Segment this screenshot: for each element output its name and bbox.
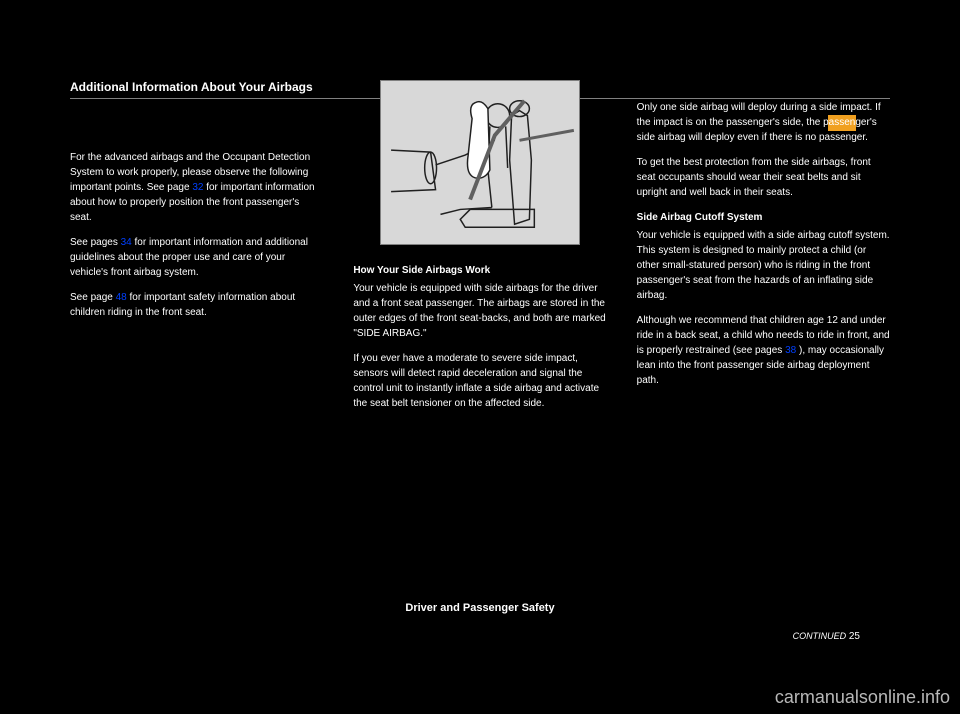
text: See page — [70, 292, 116, 303]
paragraph: Although we recommend that children age … — [637, 313, 890, 388]
paragraph: Your vehicle is equipped with side airba… — [353, 281, 606, 341]
page-link[interactable]: 32 — [192, 182, 203, 193]
text: See pages — [70, 237, 121, 248]
page-number: 25 — [849, 631, 860, 642]
airbag-diagram-svg — [381, 81, 579, 244]
column-2: How Your Side Airbags Work Your vehicle … — [353, 80, 606, 640]
continued-label: CONTINUED — [793, 631, 847, 641]
column-1: For the advanced airbags and the Occupan… — [70, 80, 323, 640]
paragraph: To get the best protection from the side… — [637, 155, 890, 200]
page-link[interactable]: 48 — [116, 292, 127, 303]
side-airbag-illustration — [380, 80, 580, 245]
watermark: carmanualsonline.info — [775, 687, 950, 708]
page-link[interactable]: 38 — [785, 345, 796, 356]
paragraph: Only one side airbag will deploy during … — [637, 100, 890, 145]
page-link[interactable]: 34 — [121, 237, 132, 248]
paragraph: See pages 34 for important information a… — [70, 235, 323, 280]
column-3: Only one side airbag will deploy during … — [637, 80, 890, 640]
paragraph: Your vehicle is equipped with a side air… — [637, 228, 890, 303]
subheading: Side Airbag Cutoff System — [637, 210, 890, 225]
paragraph: For the advanced airbags and the Occupan… — [70, 150, 323, 225]
subheading: How Your Side Airbags Work — [353, 263, 606, 278]
page-content: For the advanced airbags and the Occupan… — [70, 80, 890, 640]
paragraph: If you ever have a moderate to severe si… — [353, 351, 606, 411]
paragraph: See page 48 for important safety informa… — [70, 290, 323, 320]
section-footer: Driver and Passenger Safety — [70, 602, 890, 614]
page-controls: CONTINUED 25 — [793, 631, 860, 642]
